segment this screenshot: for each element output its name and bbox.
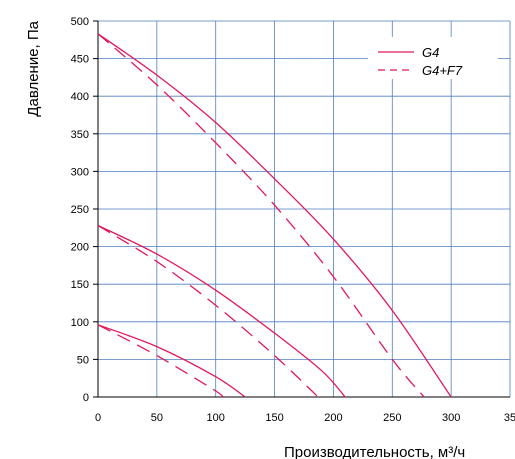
x-tick-label: 150 xyxy=(265,412,283,424)
x-tick-label: 200 xyxy=(324,412,342,424)
y-tick-label: 150 xyxy=(71,279,89,291)
y-tick-label: 250 xyxy=(71,204,89,216)
y-tick-label: 300 xyxy=(71,166,89,178)
y-tick-label: 450 xyxy=(71,54,89,66)
x-tick-label: 250 xyxy=(383,412,401,424)
y-tick-label: 400 xyxy=(71,91,89,103)
y-tick-label: 50 xyxy=(77,354,89,366)
series-line-mid-g4 xyxy=(97,224,346,398)
legend-label-g4-f7: G4+F7 xyxy=(422,63,463,78)
grid xyxy=(93,20,511,398)
x-tick-label: 0 xyxy=(95,412,101,424)
y-tick-label: 200 xyxy=(71,242,89,254)
y-axis-title: Давление, Па xyxy=(25,20,42,116)
legend: G4 G4+F7 xyxy=(368,37,498,79)
series-line-low-g4-f7 xyxy=(97,324,223,398)
series-line-high-g4 xyxy=(97,33,452,398)
x-axis-title: Производительность, м³/ч xyxy=(284,444,465,459)
series-group xyxy=(97,33,452,398)
y-tick-label: 0 xyxy=(83,392,89,404)
x-tick-label: 35 xyxy=(504,412,515,424)
y-tick-label: 350 xyxy=(71,129,89,141)
legend-label-g4: G4 xyxy=(422,45,439,60)
x-tick-label: 50 xyxy=(151,412,163,424)
series-line-high-g4-f7 xyxy=(97,33,425,398)
series-line-low-g4 xyxy=(97,324,246,398)
tick-labels: 0 50 100 150 200 250 300 3505010015020025030035… xyxy=(71,16,515,424)
series-line-mid-g4-f7 xyxy=(97,224,319,398)
y-tick-label: 100 xyxy=(71,317,89,329)
legend-box xyxy=(368,37,498,79)
y-tick-label: 500 xyxy=(71,16,89,28)
x-tick-label: 100 xyxy=(207,412,225,424)
x-tick-label: 300 xyxy=(442,412,460,424)
